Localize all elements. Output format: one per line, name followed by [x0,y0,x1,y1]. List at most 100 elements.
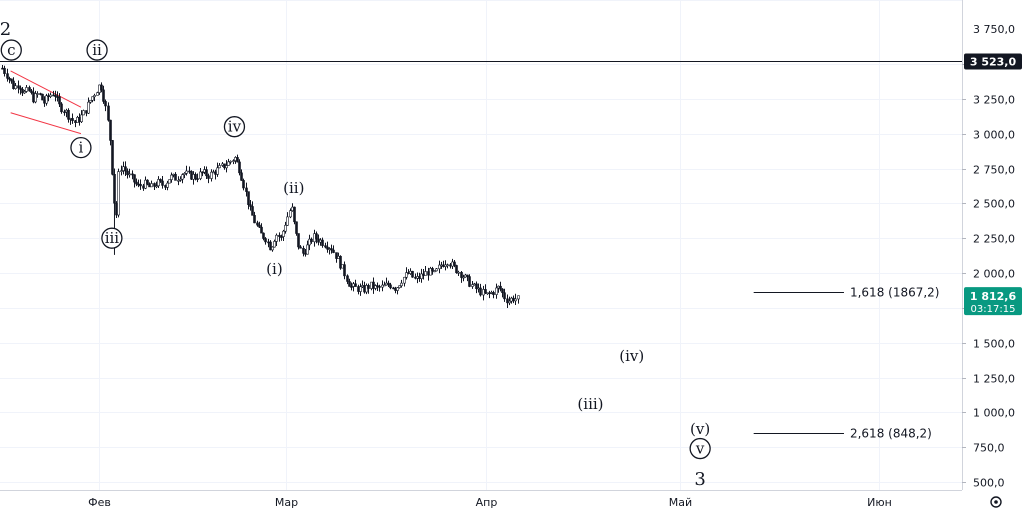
candle [115,201,118,218]
candle [168,179,171,184]
x-tick-label: Май [669,496,692,509]
price-axis[interactable]: 3 500,03 250,03 000,02 750,02 500,02 250… [962,0,1024,511]
candle-body [286,216,289,226]
candle-body [275,234,278,242]
candle [260,223,263,234]
candle-body [227,161,230,166]
candle [280,234,283,241]
candle-body [67,109,70,120]
candle-body [96,92,99,96]
candle [468,274,471,288]
candle-body [139,183,142,187]
candle [78,113,81,126]
candle-body [387,282,390,286]
candle-body [484,289,487,294]
candle-body [14,85,17,89]
candle [433,270,436,273]
candle-body [376,285,379,287]
candle-body [30,90,33,93]
candle [367,283,370,294]
y-tick-label: 1 250,0 [973,373,1015,386]
candle-body [256,222,259,226]
candle-body [264,238,267,243]
candle-body [124,166,127,172]
candle-body [468,276,471,287]
candle [506,294,509,308]
candle [335,252,338,263]
candle-body [258,224,261,228]
candle [185,165,188,176]
candle [389,282,392,290]
candle [192,171,195,185]
y-tick-label: 1 000,0 [973,407,1015,420]
candle-body [223,163,226,169]
candle-body [85,110,88,114]
candle [89,99,92,104]
candle-body [168,179,171,184]
candle-body [34,93,37,103]
candle [214,169,217,180]
candle-body [161,180,164,186]
candle-body [133,174,136,183]
candle-body [253,215,256,224]
candle [457,270,460,276]
current-tag-bg [964,287,1022,316]
wave-circle [86,39,108,61]
candle-body [324,245,327,248]
candle [278,232,281,242]
candle-body [172,173,175,176]
candle [297,233,300,250]
candle [453,260,456,268]
candle [179,176,182,182]
fib-levels: 1,618 (1867,2) 2,618 (848,2) [753,286,940,441]
candle-body [238,161,241,174]
candle-body [210,171,213,179]
candle-body [400,282,403,287]
candle-body [58,96,61,105]
wave-text: (v) [690,420,710,438]
candle [212,169,215,174]
candle [499,281,502,292]
candle-body [271,246,274,251]
candle [124,161,127,177]
candle-body [183,173,186,175]
candle [405,267,408,280]
candle [262,232,265,241]
candle [446,263,449,269]
candle [170,172,173,183]
candle-body [150,183,153,188]
candle [74,119,77,128]
candle [104,99,107,112]
candle-body [348,281,351,287]
candle [45,93,48,106]
candle [54,90,57,102]
candle [424,266,427,276]
wave-text: c [7,41,15,59]
candle [155,181,158,189]
candle [223,163,226,170]
candle-body [225,165,228,169]
candle [302,245,305,257]
candle [310,237,313,244]
candle-body [282,230,285,237]
candle-body [25,87,28,92]
candle-body [174,173,177,181]
y-tick-label: 3 250,0 [973,94,1015,107]
settings-gear-icon[interactable] [990,496,1002,508]
candle [164,184,167,191]
candle [91,96,94,103]
candle [96,91,99,96]
y-tick-label: 2 500,0 [973,198,1015,211]
time-axis[interactable]: Фев Мар Апр Май Июн [0,490,1002,511]
candle [221,161,224,167]
wave-circle [70,136,92,159]
wave-label: ii [86,39,108,61]
candle-body [367,285,370,289]
candle [188,166,191,174]
candle [411,270,414,278]
candle [346,274,349,285]
y-tick-label: 2 000,0 [973,268,1015,281]
candle [420,268,423,283]
